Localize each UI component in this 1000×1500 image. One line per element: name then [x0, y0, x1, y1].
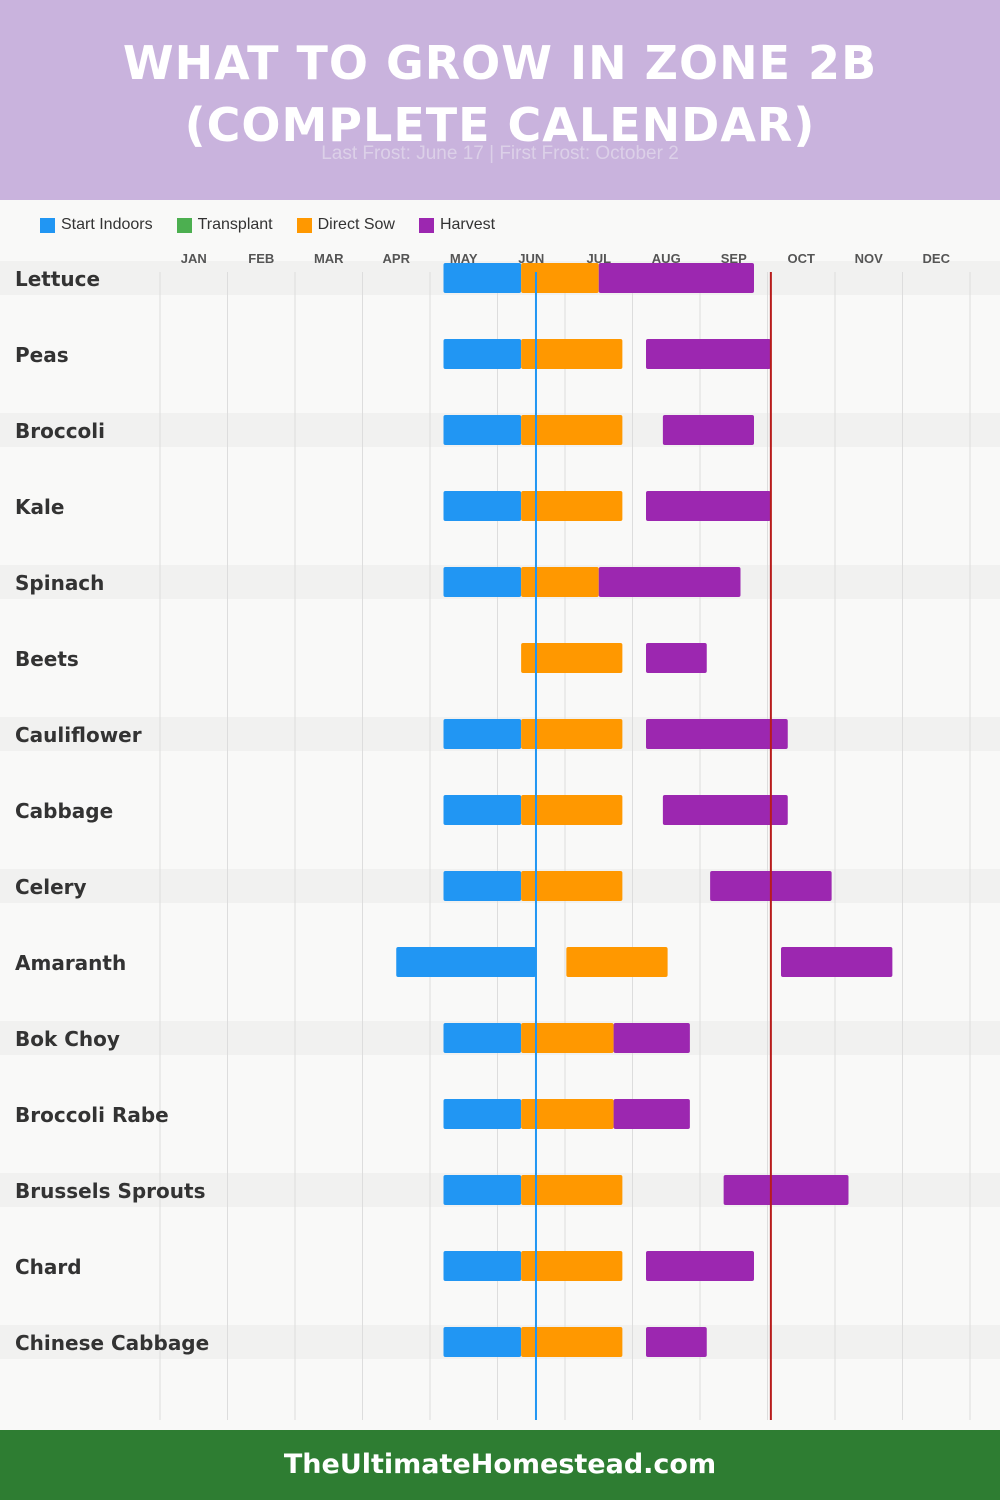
- crop-label: Broccoli Rabe: [15, 1103, 169, 1127]
- frost-markers: [534, 272, 772, 1420]
- bar-direct-sow: [521, 415, 623, 445]
- bar-harvest: [781, 947, 893, 977]
- month-tick-label: JUN: [518, 251, 544, 266]
- bar-start-indoors: [396, 947, 536, 977]
- bar-direct-sow: [521, 491, 623, 521]
- frost-dates-subtitle: Last Frost: June 17 | First Frost: Octob…: [321, 143, 679, 164]
- bar-start-indoors: [443, 795, 522, 825]
- bar-harvest: [662, 415, 754, 445]
- bar-start-indoors: [443, 1099, 522, 1129]
- crop-label: Cabbage: [15, 799, 113, 823]
- crop-label: Kale: [15, 495, 64, 519]
- bar-direct-sow: [521, 871, 623, 901]
- bar-start-indoors: [443, 339, 522, 369]
- footer-banner: TheUltimateHomestead.com: [0, 1430, 1000, 1500]
- legend-swatch-direct-sow: [296, 217, 312, 233]
- crop-label: Bok Choy: [15, 1027, 120, 1051]
- bar-harvest: [646, 719, 788, 749]
- month-tick-label: JAN: [181, 251, 207, 266]
- bar-direct-sow: [521, 1327, 623, 1357]
- bar-harvest: [598, 263, 754, 293]
- month-tick-label: AUG: [652, 251, 681, 266]
- bar-start-indoors: [443, 1327, 522, 1357]
- bar-harvest: [723, 1175, 849, 1205]
- crop-label: Peas: [15, 343, 69, 367]
- crop-label: Spinach: [15, 571, 104, 595]
- bar-harvest: [598, 567, 741, 597]
- month-tick-label: MAY: [450, 251, 478, 266]
- bar-direct-sow: [521, 719, 623, 749]
- bar-harvest: [646, 491, 771, 521]
- crop-label: Chard: [15, 1255, 82, 1279]
- bar-harvest: [662, 795, 788, 825]
- legend-label-direct-sow: Direct Sow: [317, 216, 395, 233]
- legend-swatch-start-indoors: [40, 217, 55, 233]
- legend-item-transplant: Transplant: [176, 216, 273, 234]
- legend-item-harvest: Harvest: [418, 216, 496, 234]
- page-title: WHAT TO GROW IN ZONE 2B (COMPLETE CALEND…: [0, 32, 1000, 156]
- bar-start-indoors: [443, 719, 522, 749]
- crop-label: Chinese Cabbage: [15, 1331, 209, 1355]
- legend-label-harvest: Harvest: [439, 216, 496, 233]
- bar-harvest: [646, 339, 771, 369]
- bar-start-indoors: [443, 415, 522, 445]
- bar-start-indoors: [443, 567, 522, 597]
- crop-label: Amaranth: [15, 951, 126, 975]
- crop-label: Lettuce: [15, 267, 100, 291]
- month-tick-label: JUL: [586, 251, 611, 266]
- bar-direct-sow: [521, 567, 599, 597]
- header-banner: WHAT TO GROW IN ZONE 2B (COMPLETE CALEND…: [0, 0, 1000, 200]
- legend-label-transplant: Transplant: [197, 216, 273, 233]
- bar-direct-sow: [521, 263, 599, 293]
- crop-label: Brussels Sprouts: [15, 1179, 205, 1203]
- crop-rows: Lettuce Peas Broccoli Kale Spinach Beets Cauli…: [15, 263, 893, 1357]
- bar-harvest: [646, 643, 707, 673]
- bar-start-indoors: [443, 491, 522, 521]
- month-tick-labels: JAN FEB MAR APR MAY JUN JUL AUG SEP OCT NOV DEC: [181, 251, 951, 266]
- crop-label: Celery: [15, 875, 87, 899]
- bar-harvest: [646, 1251, 754, 1281]
- bar-harvest: [646, 1327, 707, 1357]
- crop-label: Cauliflower: [15, 723, 142, 747]
- bar-direct-sow: [521, 1023, 614, 1053]
- bar-start-indoors: [443, 263, 522, 293]
- bar-start-indoors: [443, 1023, 522, 1053]
- title-line-2: (COMPLETE CALENDAR): [184, 98, 816, 152]
- month-tick-label: MAR: [314, 251, 344, 266]
- legend-item-start-indoors: Start Indoors: [40, 216, 153, 234]
- chart-legend: Start Indoors Transplant Direct Sow Harv…: [40, 214, 519, 236]
- month-tick-label: DEC: [923, 251, 951, 266]
- month-tick-label: SEP: [721, 251, 747, 266]
- bar-direct-sow: [521, 1175, 623, 1205]
- bar-start-indoors: [443, 1175, 522, 1205]
- bar-direct-sow: [521, 795, 623, 825]
- legend-item-direct-sow: Direct Sow: [296, 216, 395, 234]
- bar-direct-sow: [521, 1251, 623, 1281]
- crop-label: Broccoli: [15, 419, 105, 443]
- bar-direct-sow: [566, 947, 668, 977]
- title-line-1: WHAT TO GROW IN ZONE 2B: [122, 36, 878, 90]
- month-tick-label: FEB: [248, 251, 274, 266]
- bar-direct-sow: [521, 643, 623, 673]
- legend-swatch-harvest: [418, 217, 434, 233]
- planting-calendar-chart: JAN FEB MAR APR MAY JUN JUL AUG SEP OCT NOV DEC Lett…: [0, 251, 1000, 1420]
- legend-label-start-indoors: Start Indoors: [61, 216, 153, 233]
- month-tick-label: NOV: [855, 251, 884, 266]
- bar-direct-sow: [521, 339, 623, 369]
- bar-direct-sow: [521, 1099, 614, 1129]
- bar-harvest: [613, 1023, 690, 1053]
- legend-swatch-transplant: [176, 217, 192, 233]
- footer-site-name: TheUltimateHomestead.com: [283, 1449, 717, 1480]
- month-tick-label: OCT: [788, 251, 816, 266]
- bar-harvest: [613, 1099, 690, 1129]
- bar-start-indoors: [443, 1251, 522, 1281]
- month-gridlines: [159, 272, 971, 1420]
- crop-label: Beets: [15, 647, 79, 671]
- month-tick-label: APR: [383, 251, 411, 266]
- bar-start-indoors: [443, 871, 522, 901]
